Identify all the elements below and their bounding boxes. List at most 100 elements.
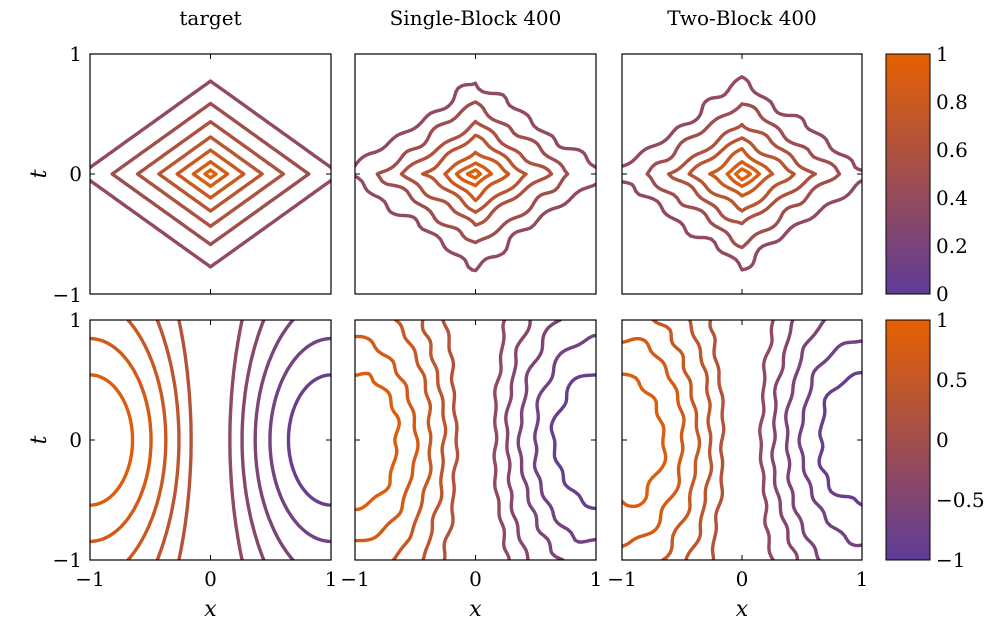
contour-level-4 (421, 133, 528, 214)
axis-frame (354, 53, 597, 295)
contour-level-3 (708, 147, 775, 198)
contour-level-1 (465, 168, 483, 180)
contour-level-5 (667, 122, 817, 226)
xtick-label-c2-mid: 0 (469, 567, 482, 591)
axis-frame (89, 53, 332, 295)
colorbar-row-1-tick-5: 0.2 (936, 234, 968, 258)
contour-level-6 (228, 320, 244, 560)
contour-lines-r1-c2 (355, 81, 596, 273)
contour-level-8 (253, 320, 295, 560)
contour-level-2 (454, 161, 494, 188)
contour-level-3 (651, 320, 702, 560)
colorbar-row-2-gradient (885, 319, 931, 561)
axis-frame (89, 319, 332, 561)
colorbar-row-1-tick-4: 0.4 (936, 186, 968, 210)
contour-level-1 (622, 372, 668, 509)
colorbar-row-1-gradient (885, 53, 931, 295)
contour-level-4 (157, 135, 264, 213)
contour-level-7 (504, 320, 532, 560)
xtick-label-c1-mid: 0 (204, 567, 217, 591)
contour-level-5 (399, 119, 554, 227)
contour-level-4 (155, 320, 181, 560)
colorbar-row-1-tick-1: 1 (936, 42, 949, 66)
contour-level-6 (758, 320, 775, 560)
contour-level-10 (286, 373, 331, 507)
panel-r1-c1 (89, 53, 332, 295)
contour-lines-r1-c1 (90, 79, 331, 269)
contour-level-5 (177, 320, 193, 560)
contour-lines-r1-c3 (622, 75, 862, 272)
colorbar-row-2-tick-2: 0.5 (936, 368, 968, 392)
contour-level-9 (797, 339, 862, 548)
contour-level-5 (441, 320, 460, 560)
contour-level-4 (684, 320, 714, 560)
colorbar-row-2-tick-1: 1 (936, 308, 949, 332)
contour-level-7 (90, 79, 331, 269)
xtick-label-c2-right: 1 (590, 567, 603, 591)
contour-level-5 (135, 120, 286, 228)
contour-level-7 (622, 75, 862, 272)
contour-level-3 (175, 148, 246, 200)
ytick-label-r1-bot: −1 (53, 283, 82, 307)
colorbar-row-1-tick-6: 0 (936, 282, 949, 306)
panel-r1-c3 (621, 53, 863, 295)
contour-level-5 (708, 320, 726, 560)
xtick-label-c1-right: 1 (325, 567, 338, 591)
contour-level-7 (770, 320, 800, 560)
ylabel-row-1: t (27, 169, 52, 178)
axis-frame (621, 53, 863, 295)
panel-r2-c1 (89, 319, 332, 561)
colorbar-row-1: 1 0.8 0.6 0.4 0.2 0 (885, 42, 968, 306)
colorbar-row-2: 1 0.5 0 −0.5 −1 (885, 308, 985, 572)
title-col-3: Two-Block 400 (667, 6, 817, 30)
xlabel-col-1: x (204, 597, 217, 622)
contour-lines-r2-c3 (622, 320, 862, 560)
ylabel-row-2: t (27, 435, 52, 444)
contour-level-10 (549, 373, 596, 511)
colorbar-row-1-tick-3: 0.6 (936, 138, 968, 162)
colorbar-row-2-tick-3: 0 (936, 428, 949, 452)
contour-level-1 (734, 167, 752, 182)
title-col-2: Single-Block 400 (390, 6, 562, 30)
panel-r2-c3 (621, 319, 863, 561)
contour-level-6 (492, 320, 511, 560)
colorbar-row-2-tick-4: −0.5 (936, 488, 985, 512)
colorbar-row-2-tick-5: −1 (936, 548, 965, 572)
contour-level-6 (645, 102, 842, 250)
contour-lines-r2-c1 (90, 320, 331, 560)
xtick-label-c3-mid: 0 (736, 567, 749, 591)
contour-level-2 (90, 336, 153, 544)
contour-level-3 (443, 150, 511, 203)
ytick-label-r1-mid: 0 (69, 162, 82, 186)
xtick-label-c2-left: −1 (340, 567, 369, 591)
xtick-label-c3-right: 1 (856, 567, 869, 591)
contour-level-6 (110, 101, 311, 247)
contour-level-4 (420, 320, 448, 560)
ytick-label-r2-bot: −1 (53, 548, 82, 572)
panel-r2-c2 (354, 319, 597, 561)
colorbar-row-1-tick-2: 0.8 (936, 90, 968, 114)
contour-level-9 (532, 333, 596, 544)
panels (89, 53, 863, 561)
contour-level-2 (725, 160, 761, 188)
contour-level-3 (126, 320, 168, 560)
xlabel-col-2: x (469, 597, 482, 622)
contour-level-3 (391, 320, 433, 560)
xtick-label-c1-left: −1 (75, 567, 104, 591)
xtick-label-c3-left: −1 (607, 567, 636, 591)
contour-level-2 (622, 337, 686, 549)
contour-level-9 (268, 336, 331, 544)
ytick-label-r1-top: 1 (69, 42, 82, 66)
contour-level-6 (375, 100, 570, 245)
contour-level-1 (90, 373, 135, 507)
contour-level-1 (355, 371, 401, 512)
xlabel-col-3: x (736, 597, 749, 622)
contour-level-1 (203, 168, 218, 180)
contour-level-4 (687, 136, 796, 213)
contour-level-2 (191, 160, 230, 188)
contour-level-7 (355, 81, 596, 273)
ytick-label-r2-mid: 0 (69, 428, 82, 452)
panel-r1-c2 (354, 53, 597, 295)
